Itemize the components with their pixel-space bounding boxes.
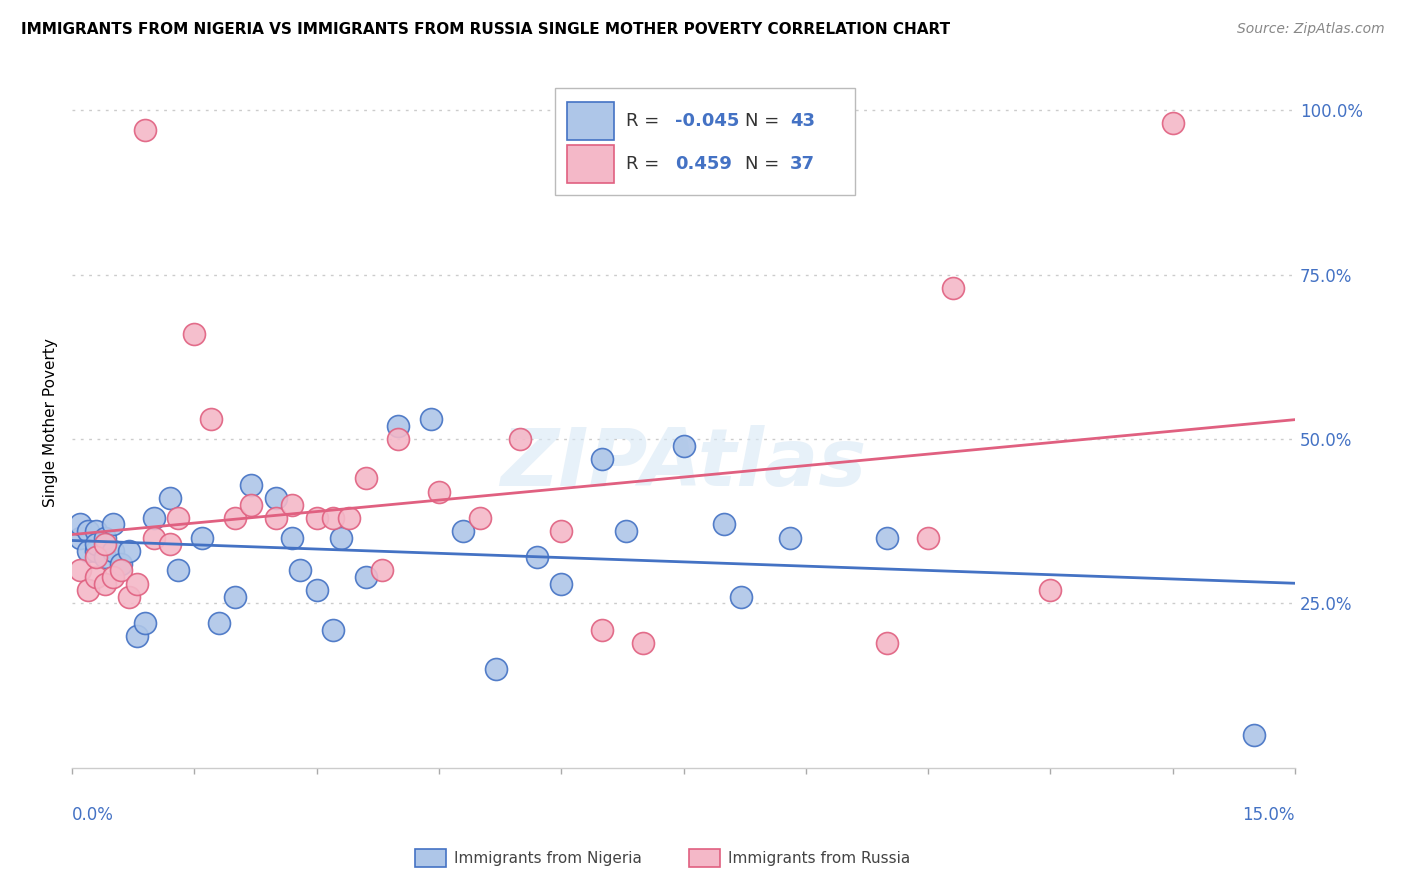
Point <box>167 511 190 525</box>
Point <box>322 623 344 637</box>
Point <box>419 412 441 426</box>
Point <box>191 531 214 545</box>
Point <box>354 471 377 485</box>
Point <box>93 531 115 545</box>
Point <box>876 531 898 545</box>
Point <box>730 590 752 604</box>
Point <box>942 281 965 295</box>
Point <box>387 418 409 433</box>
Point <box>134 616 156 631</box>
Point <box>200 412 222 426</box>
Point <box>1039 583 1062 598</box>
FancyBboxPatch shape <box>568 102 614 140</box>
Text: R =: R = <box>626 112 665 130</box>
FancyBboxPatch shape <box>555 87 855 194</box>
Point <box>672 439 695 453</box>
Point <box>118 590 141 604</box>
Point <box>354 570 377 584</box>
Point <box>93 576 115 591</box>
Point <box>134 123 156 137</box>
Point <box>322 511 344 525</box>
Text: Source: ZipAtlas.com: Source: ZipAtlas.com <box>1237 22 1385 37</box>
Point <box>142 511 165 525</box>
Point <box>509 432 531 446</box>
Point <box>1243 728 1265 742</box>
Point <box>591 451 613 466</box>
Point <box>93 550 115 565</box>
Point <box>264 511 287 525</box>
Point <box>69 517 91 532</box>
Point <box>110 557 132 571</box>
Point <box>240 498 263 512</box>
Point <box>69 564 91 578</box>
Point <box>337 511 360 525</box>
Point <box>631 636 654 650</box>
Point <box>86 537 108 551</box>
Point <box>281 498 304 512</box>
Point <box>876 636 898 650</box>
Point <box>1161 116 1184 130</box>
Text: R =: R = <box>626 154 671 173</box>
Point <box>93 537 115 551</box>
Point <box>290 564 312 578</box>
Point <box>281 531 304 545</box>
Point <box>371 564 394 578</box>
Point <box>917 531 939 545</box>
Point <box>167 564 190 578</box>
Point <box>77 583 100 598</box>
Point <box>453 524 475 538</box>
Point <box>387 432 409 446</box>
Point <box>526 550 548 565</box>
Point <box>305 583 328 598</box>
Point <box>550 524 572 538</box>
Point <box>779 531 801 545</box>
Text: ZIPAtlas: ZIPAtlas <box>501 425 866 503</box>
Point <box>118 543 141 558</box>
Point <box>77 524 100 538</box>
Point <box>224 511 246 525</box>
Text: Immigrants from Nigeria: Immigrants from Nigeria <box>454 851 643 865</box>
Point <box>224 590 246 604</box>
Point <box>127 576 149 591</box>
Point <box>101 570 124 584</box>
Point <box>468 511 491 525</box>
Point <box>183 326 205 341</box>
Text: 43: 43 <box>790 112 815 130</box>
Point <box>330 531 353 545</box>
Point <box>616 524 638 538</box>
Point <box>86 550 108 565</box>
Text: N =: N = <box>745 112 785 130</box>
Y-axis label: Single Mother Poverty: Single Mother Poverty <box>44 338 58 507</box>
Point <box>427 484 450 499</box>
Point <box>86 570 108 584</box>
FancyBboxPatch shape <box>568 145 614 183</box>
Point <box>208 616 231 631</box>
Text: 0.459: 0.459 <box>675 154 733 173</box>
Point <box>86 543 108 558</box>
Point <box>485 662 508 676</box>
Text: 37: 37 <box>790 154 815 173</box>
Point <box>101 517 124 532</box>
Point <box>550 576 572 591</box>
Point <box>110 564 132 578</box>
Text: -0.045: -0.045 <box>675 112 740 130</box>
Point <box>240 478 263 492</box>
Point <box>159 491 181 505</box>
Point <box>713 517 735 532</box>
Point <box>264 491 287 505</box>
Text: 0.0%: 0.0% <box>72 805 114 823</box>
Point <box>86 524 108 538</box>
Text: N =: N = <box>745 154 785 173</box>
Point <box>142 531 165 545</box>
Point <box>591 623 613 637</box>
Point <box>101 543 124 558</box>
Point <box>127 629 149 643</box>
Point <box>69 531 91 545</box>
Text: Immigrants from Russia: Immigrants from Russia <box>728 851 911 865</box>
Point <box>77 543 100 558</box>
Text: 15.0%: 15.0% <box>1243 805 1295 823</box>
Text: IMMIGRANTS FROM NIGERIA VS IMMIGRANTS FROM RUSSIA SINGLE MOTHER POVERTY CORRELAT: IMMIGRANTS FROM NIGERIA VS IMMIGRANTS FR… <box>21 22 950 37</box>
Point <box>159 537 181 551</box>
Point <box>305 511 328 525</box>
